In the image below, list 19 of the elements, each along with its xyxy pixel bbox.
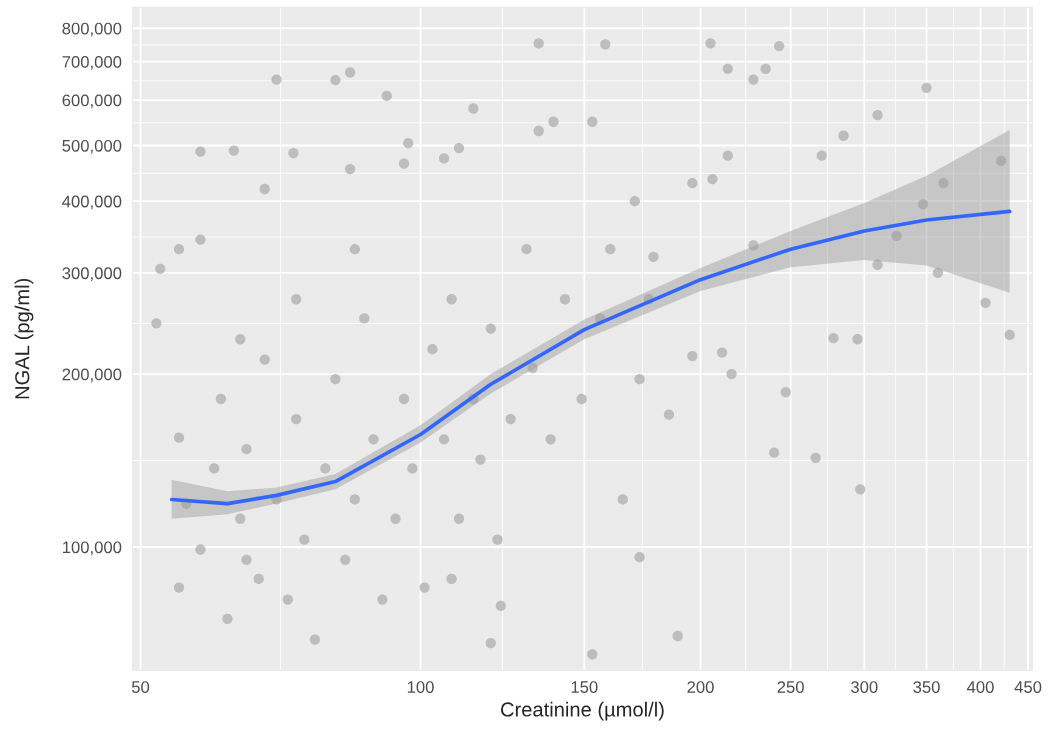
x-tick-label: 100: [407, 681, 434, 693]
x-tick-label: 300: [851, 681, 878, 693]
y-tick-label: 200,000: [62, 368, 122, 383]
x-tick-label: 450: [1014, 681, 1042, 693]
y-axis-title: NGAL (pg/ml): [14, 278, 34, 399]
x-tick-label: 200: [687, 681, 714, 693]
y-tick-label: 300,000: [62, 267, 122, 282]
y-tick-label: 600,000: [62, 94, 122, 109]
x-tick-label: 50: [131, 681, 150, 693]
x-tick-label: 350: [913, 681, 940, 693]
x-tick-label: 400: [966, 681, 994, 693]
y-tick-label: 500,000: [62, 139, 122, 154]
y-tick-label: 800,000: [62, 22, 122, 37]
x-axis-title: Creatinine (µmol/l): [501, 701, 664, 721]
x-tick-label: 250: [777, 681, 804, 693]
y-tick-label: 100,000: [62, 541, 122, 556]
x-tick-label: 150: [571, 681, 598, 693]
y-tick-label: 400,000: [62, 195, 122, 210]
y-tick-label: 700,000: [62, 55, 122, 70]
